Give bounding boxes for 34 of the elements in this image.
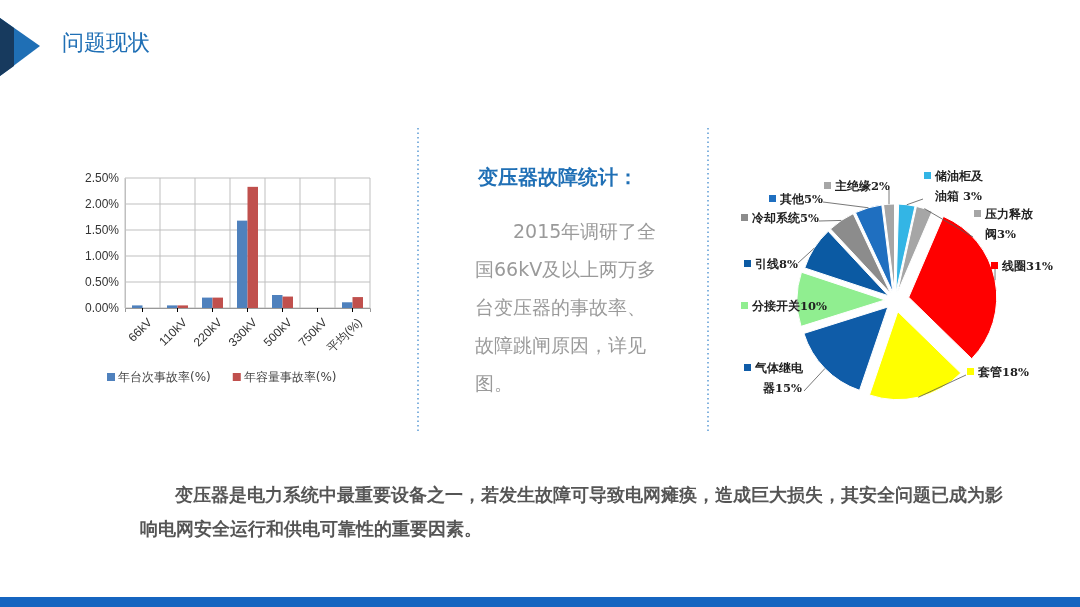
bar [167,305,178,308]
legend-label: 储油柜及油箱 3% [934,169,983,203]
bar [237,220,248,308]
legend-label: 主绝缘2% [834,179,890,193]
bar [282,296,293,308]
bar [132,305,143,308]
legend-label: 气体继电器15% [754,361,804,395]
text: 2015年调研了全国66kV及以上两万多台变压器的事故率、故障跳闸原因，详见图。 [475,219,657,396]
bar [352,297,363,308]
x-tick-label: 平均(%) [324,315,365,356]
bar [212,297,223,308]
y-tick-label: 2.00% [84,197,120,212]
bar [272,295,283,308]
bar [202,297,213,308]
bar [247,186,258,308]
text: 问题现状 [62,29,151,57]
bar [177,305,188,308]
legend-label: 引线8% [755,257,798,271]
y-tick-label: 2.50% [84,171,120,186]
legend-label: 分接开关10% [751,299,827,313]
legend-label: 压力释放阀3% [984,207,1034,241]
y-tick-label: 0.00% [84,301,120,316]
legend-label: 年容量事故率(%) [243,370,337,384]
legend-label: 冷却系统5% [752,211,819,225]
text: 变压器是电力系统中最重要设备之一，若发生故障可导致电网瘫痪，造成巨大损失，其安全问题已成为影响电网安全运行和供电可靠性的重要因素。 [140,484,1004,541]
legend-label: 其他5% [779,192,823,206]
y-tick-label: 1.50% [84,223,120,238]
legend-label: 年台次事故率(%) [118,370,211,384]
legend-label: 套管18% [977,365,1029,379]
y-tick-label: 0.50% [84,275,120,290]
bar [342,302,353,308]
y-tick-label: 1.00% [84,249,120,264]
legend-label: 线圈31% [1001,259,1053,273]
text: 变压器故障统计： [478,164,639,191]
